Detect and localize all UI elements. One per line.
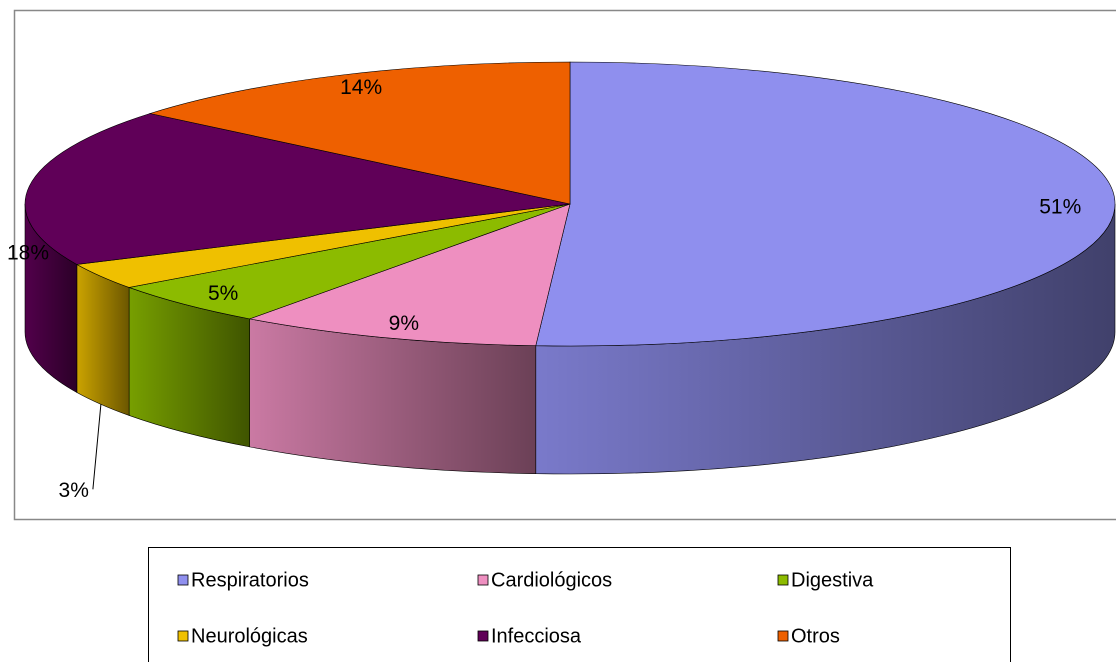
legend-frame [148,547,1011,662]
legend-swatch [177,630,189,642]
legend-label: Cardiológicos [491,569,612,591]
legend-swatch [777,574,789,586]
side-shade [535,204,1115,474]
data-label: 5% [208,282,238,305]
legend-swatch [777,630,789,642]
side-shade [249,318,536,474]
plot-frame [13,9,1116,521]
data-label: 3% [59,479,89,502]
slice [148,61,571,205]
side-shade [129,287,250,447]
data-label: 51% [1039,196,1081,219]
side-shade [25,204,77,393]
legend-label: Infecciosa [491,625,582,647]
leader-line [92,404,102,490]
legend-swatch [177,574,189,586]
slice [248,203,571,347]
legend-label: Respiratorios [191,569,309,591]
slice [24,113,571,265]
slice [535,61,1116,347]
data-label: 18% [7,242,49,265]
slice [127,203,571,320]
legend-label: Digestiva [791,569,874,591]
legend-label: Otros [791,625,840,647]
data-label: 9% [389,312,419,335]
legend-swatch [477,574,489,586]
legend-swatch [477,630,489,642]
side-shade [76,264,130,416]
legend-label: Neurológicas [191,625,308,647]
data-label: 14% [340,76,382,99]
